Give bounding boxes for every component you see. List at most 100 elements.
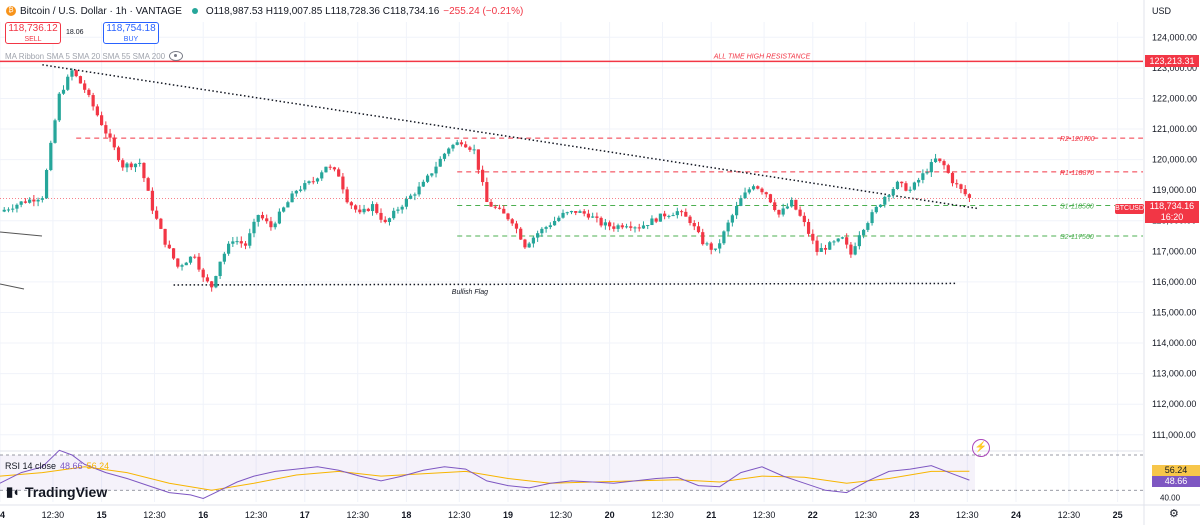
candle-body <box>878 204 883 207</box>
candle-body <box>218 261 222 277</box>
candle-body <box>108 133 112 138</box>
candle-body <box>214 276 218 288</box>
candle-body <box>862 229 866 236</box>
x-tick-label: 24 <box>1011 510 1021 520</box>
x-tick-label: 22 <box>808 510 818 520</box>
candle-body <box>967 194 972 198</box>
tradingview-logo-icon: ▮◖ <box>6 484 20 499</box>
candle-body <box>620 225 624 228</box>
candle-body <box>663 213 667 217</box>
candle-body <box>633 227 637 229</box>
candle-body <box>61 89 66 94</box>
candle-body <box>28 199 32 203</box>
x-tick-label: 25 <box>1113 510 1123 520</box>
candle-body <box>366 208 370 212</box>
chart-annotation: ALL TIME HIGH RESISTANCE <box>713 54 811 61</box>
candle-body <box>180 265 184 267</box>
candle-body <box>91 95 95 107</box>
candle-body <box>163 228 167 245</box>
candle-body <box>764 192 768 195</box>
candle-body <box>756 186 760 189</box>
x-tick-label: 21 <box>706 510 716 520</box>
candle-body <box>489 201 493 207</box>
candle-body <box>413 194 417 196</box>
candle-body <box>883 196 887 205</box>
rsi-value: 48.66 <box>60 461 83 471</box>
candle-body <box>794 199 798 210</box>
candle-body <box>591 216 595 218</box>
candle-body <box>616 225 620 229</box>
lightning-icon[interactable]: ⚡ <box>972 439 990 457</box>
candle-body <box>743 192 747 199</box>
candle-body <box>917 179 921 183</box>
y-tick-label: 120,000.00 <box>1152 155 1197 165</box>
candle-body <box>688 216 692 224</box>
sell-button[interactable]: 118,736.12 SELL <box>5 22 61 44</box>
candle-body <box>853 246 857 255</box>
candle-body <box>485 182 489 202</box>
currency-label[interactable]: USD <box>1152 6 1172 16</box>
candle-body <box>95 106 99 116</box>
buy-label: BUY <box>123 36 139 43</box>
rsi-legend[interactable]: RSI 14 close 48.66 56.24 <box>5 461 109 471</box>
candle-body <box>248 233 252 246</box>
price-change: −255.24 (−0.21%) <box>443 5 524 17</box>
candle-body <box>502 208 506 214</box>
x-tick-label: 12:30 <box>956 510 979 520</box>
candle-body <box>32 199 36 202</box>
candle-body <box>15 204 19 209</box>
candle-body <box>159 218 163 229</box>
candle-body <box>434 166 438 174</box>
eye-icon[interactable] <box>169 51 184 61</box>
candle-body <box>375 204 379 213</box>
candle-body <box>324 166 328 173</box>
level-label: S2-117500 <box>1060 234 1094 241</box>
ma-ribbon-legend[interactable]: MA Ribbon SMA 5 SMA 20 SMA 55 SMA 200 <box>5 51 184 61</box>
candle-body <box>959 184 963 189</box>
symbol-title[interactable]: Bitcoin / U.S. Dollar · 1h · VANTAGE <box>20 5 182 17</box>
x-tick-label: 12:30 <box>550 510 573 520</box>
x-tick-label: 20 <box>605 510 615 520</box>
candle-body <box>891 189 895 196</box>
candle-body <box>256 214 260 222</box>
chart-header: ₿ Bitcoin / U.S. Dollar · 1h · VANTAGE O… <box>0 0 523 22</box>
tradingview-logo[interactable]: ▮◖ TradingView <box>6 484 107 500</box>
sell-price: 118,736.12 <box>8 23 58 34</box>
candle-body <box>895 181 900 190</box>
candle-body <box>650 218 654 226</box>
candle-body <box>790 199 794 207</box>
candle-body <box>459 142 464 145</box>
candle-body <box>658 213 662 222</box>
candle-body <box>933 158 938 163</box>
candle-body <box>696 226 701 233</box>
candle-body <box>603 222 607 226</box>
gear-icon[interactable]: ⚙ <box>1169 508 1179 520</box>
candle-body <box>425 175 430 182</box>
candle-body <box>472 149 476 151</box>
candle-body <box>900 181 904 184</box>
candle-body <box>421 181 425 187</box>
level-label: R1-118870 <box>1060 170 1094 177</box>
candle-body <box>536 233 540 238</box>
candle-body <box>760 188 764 193</box>
candle-body <box>684 211 688 217</box>
candle-body <box>840 237 845 239</box>
buy-button[interactable]: 118,754.18 BUY <box>103 22 159 44</box>
candle-body <box>747 189 751 193</box>
candle-body <box>870 212 874 224</box>
candle-body <box>197 256 201 270</box>
candle-body <box>57 93 61 121</box>
candle-body <box>222 253 226 262</box>
candle-body <box>637 227 641 229</box>
candle-body <box>40 198 44 200</box>
candle-body <box>552 220 557 226</box>
ohlc-values: O118,987.53 H119,007.85 L118,728.36 C118… <box>205 5 440 17</box>
x-tick-label: 12:30 <box>651 510 674 520</box>
y-tick-label: 114,000.00 <box>1152 338 1196 348</box>
candle-body <box>519 228 523 240</box>
candle-body <box>476 149 480 170</box>
candle-body <box>442 153 447 159</box>
candle-body <box>540 228 544 234</box>
